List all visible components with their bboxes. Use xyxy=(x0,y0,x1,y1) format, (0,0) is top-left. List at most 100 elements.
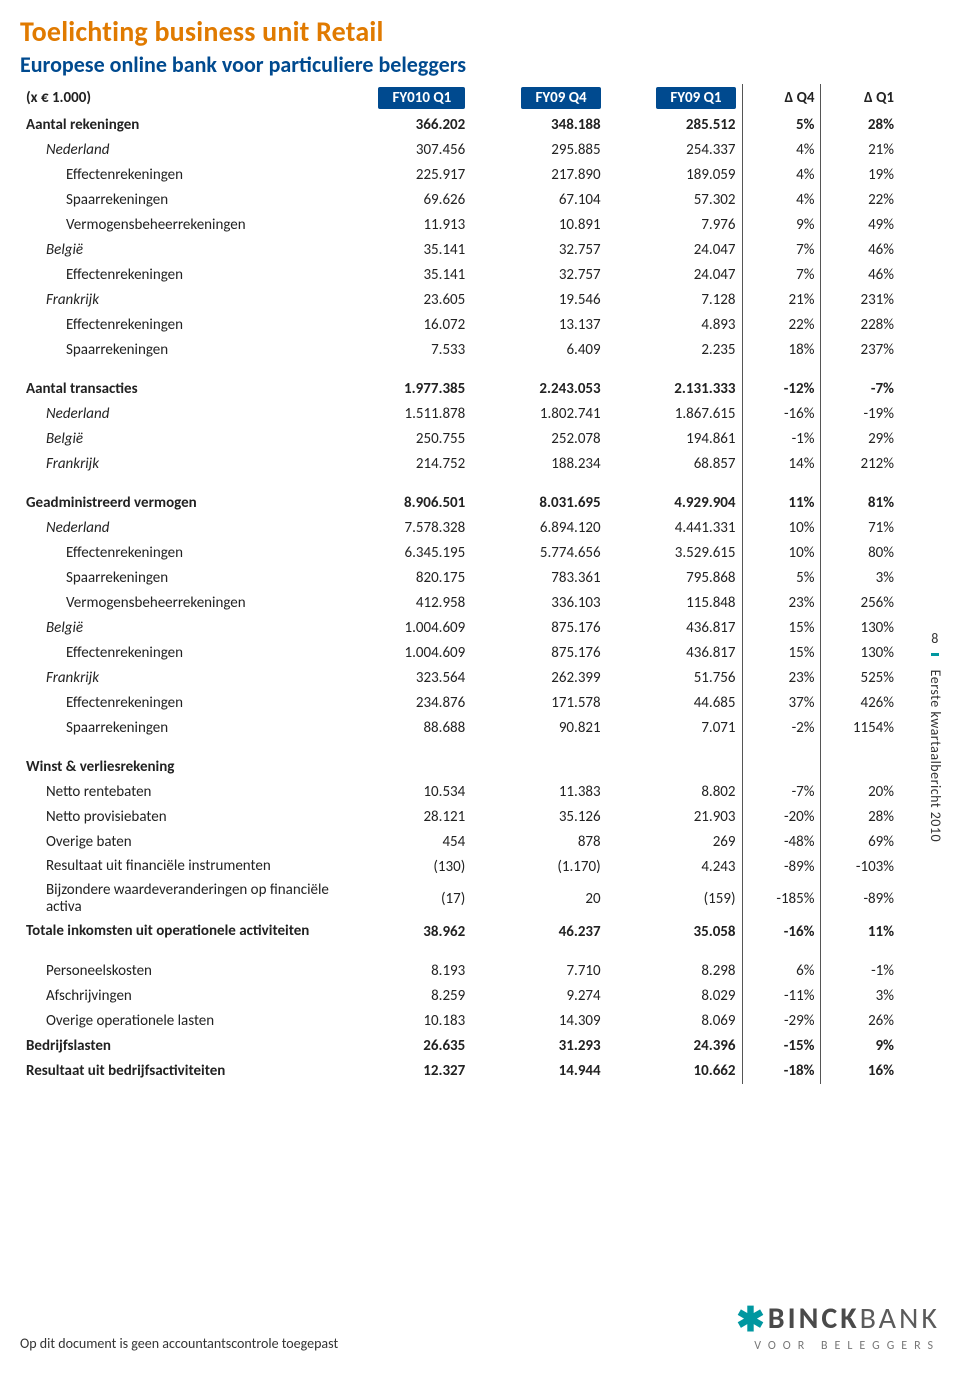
cell-value: 57.302 xyxy=(607,187,742,212)
table-row: Effectenrekeningen35.14132.75724.0477%46… xyxy=(20,262,900,287)
table-row: Bedrijfslasten26.63531.29324.396-15%9% xyxy=(20,1034,900,1059)
table-row: Aantal rekeningen366.202348.188285.5125%… xyxy=(20,112,900,137)
cell-value: 436.817 xyxy=(607,615,742,640)
cell-value: 1.867.615 xyxy=(607,401,742,426)
cell-value: 2.131.333 xyxy=(607,376,742,401)
cell-delta: -19% xyxy=(821,401,900,426)
cell-delta: 22% xyxy=(742,312,821,337)
page-number: 8 xyxy=(931,630,939,656)
cell-delta: 80% xyxy=(821,540,900,565)
cell-value: 366.202 xyxy=(336,112,471,137)
row-label: Frankrijk xyxy=(20,665,336,690)
row-label: Netto rentebaten xyxy=(20,779,336,804)
cell-delta: -11% xyxy=(742,984,821,1009)
cell-value: 8.298 xyxy=(607,959,742,984)
cell-value: 348.188 xyxy=(471,112,606,137)
row-label: Effectenrekeningen xyxy=(20,640,336,665)
cell-delta: 426% xyxy=(821,690,900,715)
row-label: Netto provisiebaten xyxy=(20,804,336,829)
cell-value: 7.710 xyxy=(471,959,606,984)
cell-delta: 3% xyxy=(821,984,900,1009)
cell-value: 44.685 xyxy=(607,690,742,715)
side-text: Eerste kwartaalbericht 2010 xyxy=(927,670,944,842)
cell-value: 7.128 xyxy=(607,287,742,312)
row-label: Overige baten xyxy=(20,829,336,854)
table-row: Effectenrekeningen225.917217.890189.0594… xyxy=(20,162,900,187)
cell-value: 8.259 xyxy=(336,984,471,1009)
row-label: Frankrijk xyxy=(20,451,336,476)
cell-delta: 21% xyxy=(742,287,821,312)
cell-value: 6.409 xyxy=(471,337,606,362)
row-label: Vermogensbeheerrekeningen xyxy=(20,590,336,615)
row-label: Afschrijvingen xyxy=(20,984,336,1009)
row-label: Aantal transacties xyxy=(20,376,336,401)
cell-delta: 10% xyxy=(742,540,821,565)
cell-delta: 81% xyxy=(821,490,900,515)
cell-value: 24.047 xyxy=(607,237,742,262)
cell-delta: 46% xyxy=(821,237,900,262)
cell-delta: 15% xyxy=(742,640,821,665)
cell-delta: 4% xyxy=(742,187,821,212)
table-row: Resultaat uit financiële instrumenten(13… xyxy=(20,854,900,879)
cell-delta: 19% xyxy=(821,162,900,187)
cell-delta: -89% xyxy=(742,854,821,879)
cell-value: 3.529.615 xyxy=(607,540,742,565)
cell-value: 188.234 xyxy=(471,451,606,476)
cell-value: 4.441.331 xyxy=(607,515,742,540)
row-label: Effectenrekeningen xyxy=(20,690,336,715)
cell-value: 35.058 xyxy=(607,920,742,945)
financial-table: (x € 1.000) FY010 Q1 FY09 Q4 FY09 Q1 Δ Q… xyxy=(20,84,900,1084)
row-label: Aantal rekeningen xyxy=(20,112,336,137)
row-label: Personeelskosten xyxy=(20,959,336,984)
row-label: Effectenrekeningen xyxy=(20,312,336,337)
cell-delta: 6% xyxy=(742,959,821,984)
cell-delta: 130% xyxy=(821,615,900,640)
cell-value: 225.917 xyxy=(336,162,471,187)
cell-value: 88.688 xyxy=(336,715,471,740)
cell-delta: 5% xyxy=(742,565,821,590)
cell-value: 1.004.609 xyxy=(336,615,471,640)
cell-value: 262.399 xyxy=(471,665,606,690)
cell-value: 28.121 xyxy=(336,804,471,829)
table-row: Bijzondere waardeveranderingen op financ… xyxy=(20,879,900,920)
cell-value: 214.752 xyxy=(336,451,471,476)
cell-value: 783.361 xyxy=(471,565,606,590)
cell-delta: -89% xyxy=(821,879,900,920)
cell-delta: 26% xyxy=(821,1009,900,1034)
cell-value: (1.170) xyxy=(471,854,606,879)
cell-delta: 4% xyxy=(742,137,821,162)
table-row: Frankrijk323.564262.39951.75623%525% xyxy=(20,665,900,690)
cell-value: 254.337 xyxy=(607,137,742,162)
logo-brand-1: BINCK xyxy=(768,1300,860,1337)
table-row: België250.755252.078194.861-1%29% xyxy=(20,426,900,451)
row-label: Geadministreerd vermogen xyxy=(20,490,336,515)
row-label: Spaarrekeningen xyxy=(20,565,336,590)
cell-value: 336.103 xyxy=(471,590,606,615)
footer-note: Op dit document is geen accountantscontr… xyxy=(20,1335,338,1352)
cell-delta: -15% xyxy=(742,1034,821,1059)
table-row: Nederland1.511.8781.802.7411.867.615-16%… xyxy=(20,401,900,426)
cell-value: 8.029 xyxy=(607,984,742,1009)
row-label: Overige operationele lasten xyxy=(20,1009,336,1034)
table-row: België1.004.609875.176436.81715%130% xyxy=(20,615,900,640)
cell-value: 9.274 xyxy=(471,984,606,1009)
cell-value: 38.962 xyxy=(336,920,471,945)
cell-value: 90.821 xyxy=(471,715,606,740)
table-row: Spaarrekeningen820.175783.361795.8685%3% xyxy=(20,565,900,590)
cell-value: 51.756 xyxy=(607,665,742,690)
cell-delta: -16% xyxy=(742,920,821,945)
col-header-d1: Δ Q4 xyxy=(742,84,821,112)
cell-delta: -2% xyxy=(742,715,821,740)
cell-value: 820.175 xyxy=(336,565,471,590)
row-label: Resultaat uit bedrijfsactiviteiten xyxy=(20,1059,336,1084)
cell-value: 454 xyxy=(336,829,471,854)
row-label: Bedrijfslasten xyxy=(20,1034,336,1059)
logo-subtext: VOOR BELEGGERS xyxy=(736,1340,940,1352)
cell-value: 21.903 xyxy=(607,804,742,829)
cell-value: 68.857 xyxy=(607,451,742,476)
cell-delta: -48% xyxy=(742,829,821,854)
cell-value: 295.885 xyxy=(471,137,606,162)
page-subtitle: Europese online bank voor particuliere b… xyxy=(20,51,900,78)
table-row: Overige operationele lasten10.18314.3098… xyxy=(20,1009,900,1034)
page-title: Toelichting business unit Retail xyxy=(20,14,900,49)
